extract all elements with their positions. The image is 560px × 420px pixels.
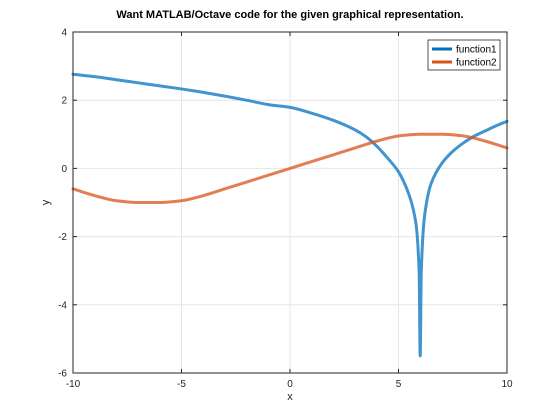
ticks: -10 -5 0 5 10 -6 -4 -2 0 2 4 <box>58 28 513 391</box>
x-tick-label: 10 <box>501 379 513 390</box>
legend-label-function1: function1 <box>456 45 497 56</box>
plot-area: -10 -5 0 5 10 -6 -4 -2 0 2 4 <box>58 28 513 391</box>
y-tick-label: 2 <box>61 96 67 107</box>
x-tick-label: -10 <box>66 379 81 390</box>
legend-box <box>427 39 501 71</box>
y-tick-label: 0 <box>61 164 67 175</box>
y-tick-label: 4 <box>61 28 67 39</box>
chart-title: Want MATLAB/Octave code for the given gr… <box>116 9 463 21</box>
legend-label-function2: function2 <box>456 58 497 69</box>
y-tick-label: -4 <box>58 300 67 311</box>
y-tick-label: -6 <box>58 369 67 380</box>
series-layer <box>71 72 509 358</box>
x-tick-label: 5 <box>396 379 402 390</box>
series-line-function1 <box>71 72 509 358</box>
y-tick-label: -2 <box>58 232 67 243</box>
x-tick-label: 0 <box>287 379 293 390</box>
x-axis-label: x <box>287 391 293 403</box>
series-line-function2 <box>71 132 509 204</box>
y-axis-label: y <box>40 199 52 205</box>
legend: function1 function2 <box>427 39 501 71</box>
x-tick-label: -5 <box>177 379 186 390</box>
